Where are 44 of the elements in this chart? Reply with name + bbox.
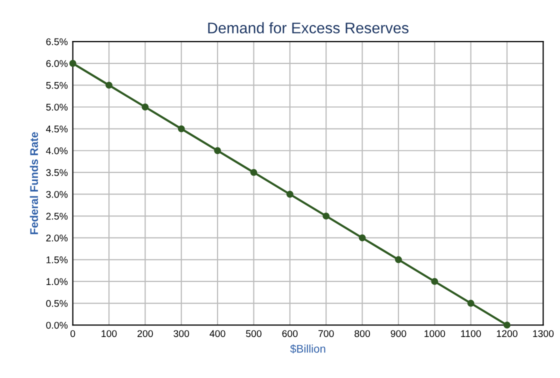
y-axis-title: Federal Funds Rate <box>30 132 38 234</box>
x-tick-label: 400 <box>210 330 226 338</box>
point <box>286 190 294 198</box>
y-tick-label: 5.5% <box>46 82 68 89</box>
point <box>142 104 149 110</box>
x-tick-label: 1200 <box>496 330 518 338</box>
x-tick-label: 500 <box>246 330 262 338</box>
y-tick-label: 2.5% <box>46 212 68 220</box>
y-tick-label: 4.5% <box>46 126 68 132</box>
y-tick-label: 2.0% <box>46 234 68 242</box>
x-tick-label: 0 <box>70 330 76 338</box>
y-tick-label: 0.0% <box>46 322 68 329</box>
y-tick-label: 4.0% <box>46 147 68 154</box>
y-tick-label: 1.5% <box>46 256 68 264</box>
x-tick-label: 200 <box>138 330 153 338</box>
x-tick-label: 600 <box>282 330 298 338</box>
point <box>214 147 222 154</box>
point <box>69 60 76 67</box>
y-tick-label: 3.5% <box>46 169 68 176</box>
y-tick-label: 5.0% <box>46 104 68 111</box>
point <box>467 300 474 307</box>
point <box>394 256 402 264</box>
point <box>431 278 438 285</box>
x-axis-title: $Billion <box>290 344 326 354</box>
x-tick-label: 700 <box>318 330 334 338</box>
x-tick-label: 1300 <box>533 330 554 338</box>
y-tick-label: 6.0% <box>46 60 68 68</box>
x-tick-label: 1000 <box>424 330 446 338</box>
y-tick-label: 0.5% <box>46 300 68 307</box>
point <box>504 322 510 329</box>
x-tick-label: 100 <box>102 330 117 338</box>
chart-title: Demand for Excess Reserves <box>208 22 408 34</box>
x-tick-label: 1100 <box>461 330 481 338</box>
point <box>250 168 258 176</box>
point <box>358 234 366 242</box>
point <box>178 125 185 132</box>
point <box>106 82 112 89</box>
y-tick-label: 3.0% <box>46 190 68 198</box>
x-tick-label: 900 <box>390 330 406 338</box>
point <box>322 212 330 220</box>
x-tick-label: 300 <box>174 330 190 338</box>
y-tick-label: 1.0% <box>46 278 68 286</box>
y-tick-label: 6.5% <box>46 38 68 46</box>
x-tick-label: 800 <box>354 330 370 338</box>
